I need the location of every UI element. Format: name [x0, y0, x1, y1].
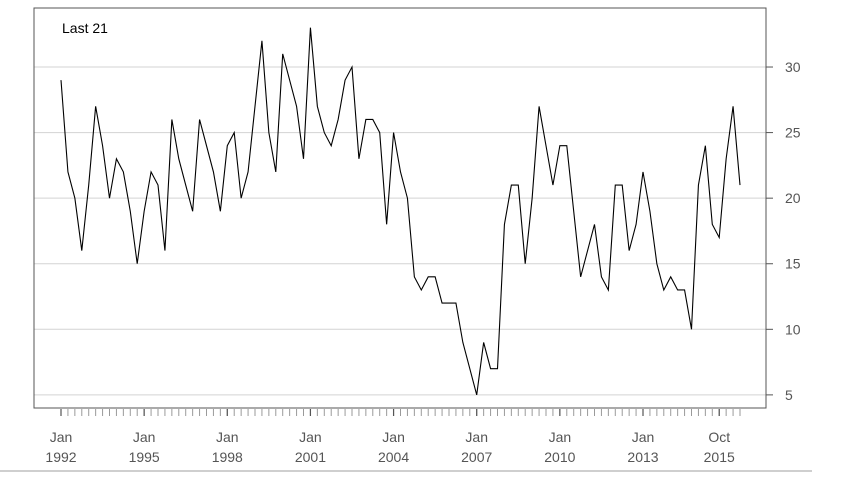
x-tick-label-month: Jan	[465, 429, 488, 445]
x-tick-label-year: 1998	[212, 449, 243, 465]
x-tick-label-month: Oct	[708, 429, 730, 445]
x-tick-label-month: Jan	[50, 429, 73, 445]
x-tick-label-month: Jan	[133, 429, 156, 445]
x-tick-label-year: 2004	[378, 449, 409, 465]
x-tick-label-year: 2013	[627, 449, 658, 465]
grid-lines	[34, 66, 766, 396]
y-tick-label: 20	[785, 190, 801, 206]
y-axis: 5 10 15 20 25 30	[766, 59, 801, 403]
y-tick-label: 25	[785, 125, 801, 141]
plot-frame	[33, 7, 767, 409]
x-tick-label-year: 2001	[295, 449, 326, 465]
y-tick-label: 10	[785, 321, 801, 337]
series-line	[60, 27, 741, 396]
bottom-divider	[0, 470, 812, 472]
y-tick-label: 15	[785, 256, 801, 272]
x-tick-label-year: 1995	[129, 449, 160, 465]
x-tick-label-month: Jan	[632, 429, 655, 445]
x-tick-label-month: Jan	[382, 429, 405, 445]
x-tick-label-year: 2007	[461, 449, 492, 465]
x-tick-label-year: 1992	[45, 449, 76, 465]
legend-text: Last 21	[62, 20, 108, 36]
x-tick-label-month: Jan	[549, 429, 572, 445]
x-tick-label-month: Jan	[299, 429, 322, 445]
y-tick-label: 30	[785, 59, 801, 75]
x-tick-label-year: 2015	[704, 449, 735, 465]
y-tick-label: 5	[785, 387, 793, 403]
x-axis: Jan 1992 Jan 1995 Jan 1998 Jan 2001 Jan 2004 Jan 20…	[45, 409, 741, 465]
x-tick-label-year: 2010	[544, 449, 575, 465]
x-tick-label-month: Jan	[216, 429, 239, 445]
